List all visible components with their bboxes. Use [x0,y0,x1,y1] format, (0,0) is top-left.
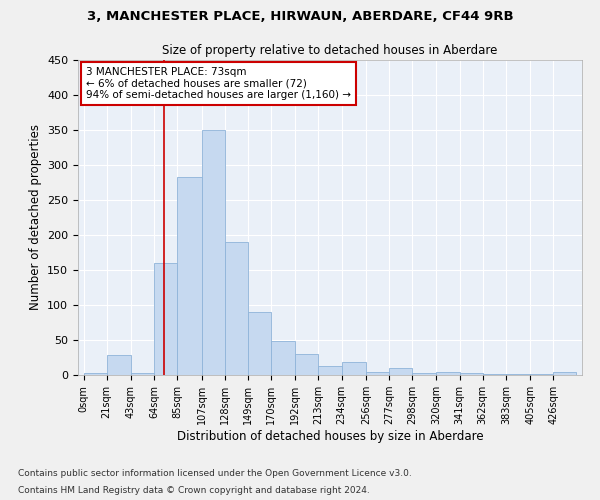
Bar [131,373,154,375]
Bar [389,368,412,375]
Bar [202,130,224,375]
Bar [224,242,248,375]
Bar [319,366,341,375]
X-axis label: Distribution of detached houses by size in Aberdare: Distribution of detached houses by size … [176,430,484,443]
Bar [553,372,577,375]
Bar [271,342,295,375]
Bar [412,373,436,375]
Bar [107,356,131,375]
Text: Contains public sector information licensed under the Open Government Licence v3: Contains public sector information licen… [18,468,412,477]
Bar [341,362,366,375]
Bar [154,263,177,375]
Text: 3, MANCHESTER PLACE, HIRWAUN, ABERDARE, CF44 9RB: 3, MANCHESTER PLACE, HIRWAUN, ABERDARE, … [86,10,514,23]
Bar [483,374,506,375]
Text: Contains HM Land Registry data © Crown copyright and database right 2024.: Contains HM Land Registry data © Crown c… [18,486,370,495]
Bar [436,372,460,375]
Text: 3 MANCHESTER PLACE: 73sqm
← 6% of detached houses are smaller (72)
94% of semi-d: 3 MANCHESTER PLACE: 73sqm ← 6% of detach… [86,67,351,100]
Bar [248,312,271,375]
Y-axis label: Number of detached properties: Number of detached properties [29,124,41,310]
Bar [506,374,530,375]
Bar [295,354,319,375]
Bar [177,177,202,375]
Bar [530,374,553,375]
Bar [366,372,389,375]
Bar [83,373,107,375]
Bar [460,373,483,375]
Title: Size of property relative to detached houses in Aberdare: Size of property relative to detached ho… [163,44,497,58]
